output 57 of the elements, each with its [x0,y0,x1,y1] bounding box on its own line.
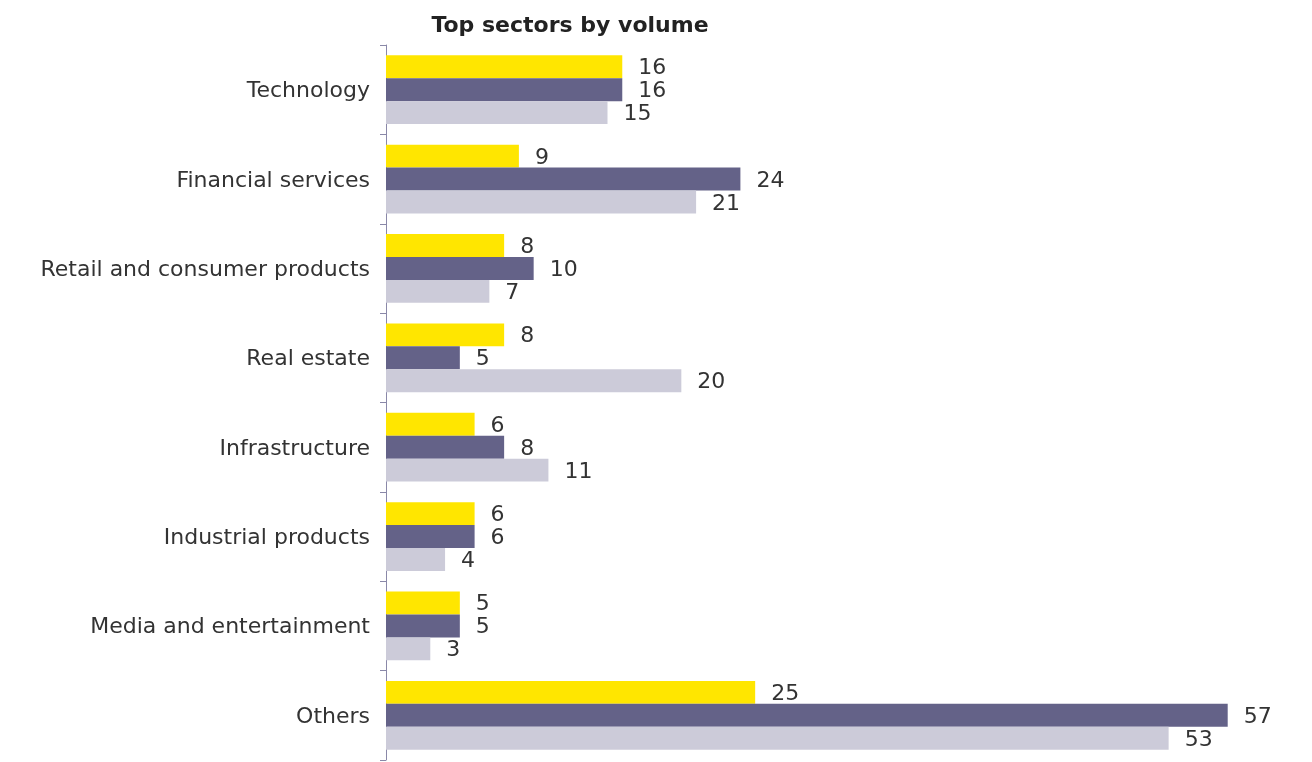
data-label: 5 [475,345,490,371]
bar [386,726,1169,750]
data-label: 16 [638,54,667,80]
y-tick-label: Media and entertainment [90,613,371,639]
bar [386,346,460,370]
bar [386,703,1228,727]
data-label: 8 [520,233,535,258]
bar [386,323,505,347]
bar [386,591,460,615]
bar [386,55,623,79]
bar [386,637,431,661]
data-label: 4 [461,547,476,572]
bar [386,458,549,482]
data-label: 16 [638,77,667,103]
data-label: 5 [475,613,490,639]
bar [386,502,475,526]
chart-title: Top sectors by volume [431,11,709,37]
data-label: 9 [534,143,549,169]
data-label: 8 [520,322,535,348]
bar [386,256,534,280]
data-label: 20 [697,368,726,394]
bar [386,412,475,436]
bar [386,548,446,571]
y-tick-label: Technology [245,77,370,103]
data-label: 5 [475,590,490,616]
data-label: 15 [623,100,652,126]
bar [386,369,682,393]
data-label: 11 [564,457,593,483]
data-label: 25 [771,679,800,705]
data-label: 6 [490,524,505,550]
y-tick-label: Industrial products [163,524,370,550]
data-label: 24 [756,166,785,192]
data-label: 8 [520,434,535,460]
bar [386,101,608,125]
data-label: 10 [549,255,578,281]
y-tick-label: Real estate [246,345,370,371]
bar [386,525,475,549]
bar [386,279,490,303]
y-tick-label: Financial services [176,166,370,192]
bar [386,144,519,168]
data-label: 6 [490,501,505,527]
bar [386,190,697,214]
y-tick-label: Others [296,702,370,728]
bar [386,680,756,704]
bar [386,614,460,638]
data-label: 6 [490,411,505,437]
data-label: 21 [712,189,741,215]
data-label: 57 [1243,702,1272,728]
bar [386,234,505,257]
bar [386,78,623,102]
data-label: 3 [446,636,461,662]
bar [386,435,505,459]
data-label: 7 [505,278,520,304]
bar [386,167,741,191]
y-tick-label: Retail and consumer products [40,255,370,281]
data-label: 53 [1184,725,1213,751]
y-tick-label: Infrastructure [219,434,370,460]
